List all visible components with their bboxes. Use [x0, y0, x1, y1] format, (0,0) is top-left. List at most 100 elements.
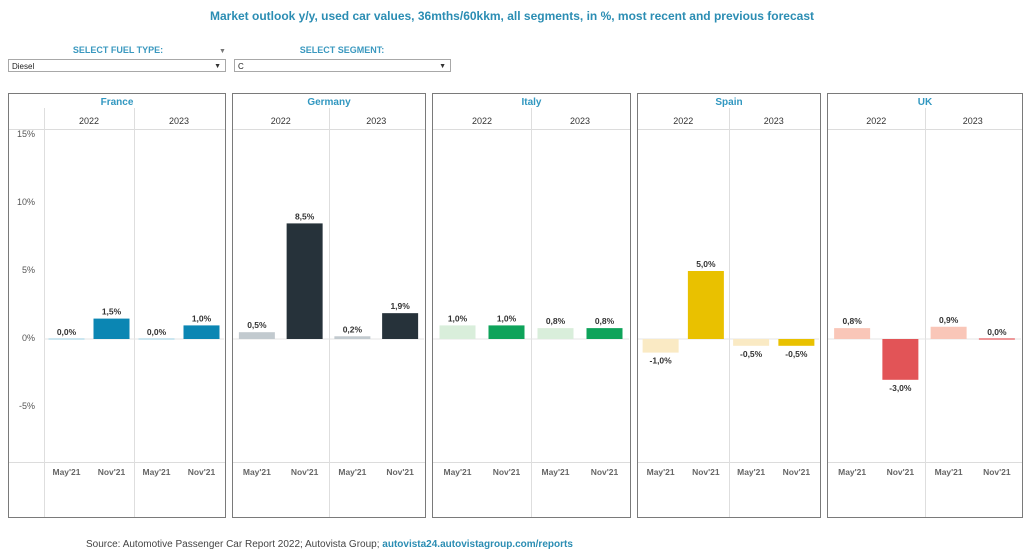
forecast-label: Nov'21 — [590, 467, 619, 477]
data-label: 1,9% — [390, 301, 410, 311]
bar-uk-2023-may21 — [930, 326, 967, 339]
panel-title: Italy — [521, 97, 542, 108]
forecast-label: May'21 — [142, 467, 171, 477]
forecast-label: Nov'21 — [692, 467, 720, 477]
panel-germany: Germany 2022 May'21 Nov'21 2023 May'21 Nov'21 0… — [232, 93, 426, 518]
grid-divider — [328, 108, 330, 517]
y-tick-label: 5% — [21, 265, 35, 275]
segment-select[interactable]: C ▼ — [234, 59, 451, 72]
forecast-label: Nov'21 — [290, 467, 319, 477]
y-tick-label: 10% — [16, 197, 35, 207]
fuel-type-value: Diesel — [12, 62, 35, 71]
data-label: 0,9% — [939, 315, 959, 325]
year-label: 2023 — [569, 116, 591, 126]
year-label: 2023 — [366, 116, 387, 126]
forecast-label: May'21 — [646, 467, 675, 477]
grid-divider — [134, 108, 135, 517]
data-label: -0,5% — [740, 349, 763, 359]
bar-plot: 0,0% 1,5% 0,0% 1,0% — [44, 307, 224, 340]
panel-title: Spain — [715, 97, 743, 108]
bar-spain-2023-nov21 — [778, 339, 815, 346]
source-link[interactable]: autovista24.autovistagroup.com/reports — [382, 539, 573, 550]
forecast-label: Nov'21 — [386, 467, 414, 477]
year-label: 2023 — [962, 116, 983, 126]
data-label: 5,0% — [696, 259, 716, 269]
y-tick-label: -5% — [18, 401, 35, 411]
panel-title: France — [100, 97, 134, 108]
grid-divider — [924, 108, 926, 517]
forecast-label: Nov'21 — [782, 467, 811, 477]
panel-title: Germany — [307, 97, 351, 108]
bar-france-2023-may21 — [138, 338, 175, 340]
forecast-label: May'21 — [338, 467, 367, 477]
fuel-type-label: SELECT FUEL TYPE: — [72, 45, 164, 55]
bar-germany-2023-nov21 — [382, 313, 419, 339]
panel-spain: Spain 2022 May'21 Nov'21 2023 May'21 Nov'21 -1,… — [637, 93, 821, 518]
year-label: 2023 — [763, 116, 784, 126]
grid-divider — [531, 108, 532, 517]
header-divider — [9, 129, 225, 130]
forecast-label: May'21 — [737, 467, 766, 477]
chevron-down-icon: ▼ — [214, 63, 221, 70]
year-label: 2023 — [168, 116, 190, 126]
source-note: Source: Automotive Passenger Car Report … — [86, 539, 573, 550]
bar-italy-2022-may21 — [439, 325, 476, 339]
forecast-label: May'21 — [443, 467, 472, 477]
panel-title: UK — [917, 97, 933, 108]
bar-france-2022-may21 — [48, 338, 85, 340]
axis-divider — [9, 462, 225, 463]
grid-divider — [728, 108, 730, 517]
bar-uk-2022-nov21 — [882, 339, 919, 380]
panel-uk: UK 2022 May'21 Nov'21 2023 May'21 Nov'21 0,8% -3… — [827, 93, 1023, 518]
forecast-label: May'21 — [838, 467, 867, 477]
data-label: -1,0% — [650, 356, 673, 366]
data-label: 0,8% — [595, 316, 615, 326]
data-label: 0,0% — [57, 327, 77, 337]
data-label: 0,8% — [546, 316, 566, 326]
bar-plot: 0,8% -3,0% 0,9% 0,0% — [828, 315, 1021, 393]
data-label: 0,0% — [147, 327, 167, 337]
bar-italy-2023-may21 — [537, 328, 574, 339]
panel-france: France 15% 10% 5% 0% -5% 2022 May'21 Nov'21 2023 M… — [8, 93, 226, 518]
data-label: 1,0% — [192, 313, 212, 323]
forecast-label: May'21 — [242, 467, 271, 477]
segment-label: SELECT SEGMENT: — [299, 45, 385, 55]
forecast-label: Nov'21 — [187, 467, 216, 477]
bar-spain-2022-nov21 — [687, 271, 724, 339]
bar-italy-2023-nov21 — [586, 328, 623, 339]
bar-uk-2023-nov21 — [978, 338, 1015, 340]
data-label: 0,8% — [842, 316, 862, 326]
y-tick-label: 15% — [16, 129, 35, 139]
data-label: 1,0% — [497, 313, 517, 323]
panel-italy: Italy 2022 May'21 Nov'21 2023 May'21 Nov'21 1,0… — [432, 93, 631, 518]
forecast-label: Nov'21 — [97, 467, 126, 477]
data-label: 0,2% — [343, 324, 363, 334]
data-label: 8,5% — [295, 211, 315, 221]
forecast-label: Nov'21 — [886, 467, 915, 477]
bar-plot: -1,0% 5,0% -0,5% -0,5% — [638, 259, 819, 366]
forecast-label: Nov'21 — [983, 467, 1011, 477]
data-label: 0,0% — [987, 327, 1007, 337]
bar-germany-2022-may21 — [238, 332, 275, 339]
forecast-label: May'21 — [52, 467, 81, 477]
data-label: -0,5% — [785, 349, 808, 359]
bar-france-2022-nov21 — [93, 318, 130, 339]
bar-plot: 0,5% 8,5% 0,2% 1,9% — [233, 211, 424, 340]
chart-title: Market outlook y/y, used car values, 36m… — [209, 9, 814, 23]
forecast-label: May'21 — [541, 467, 570, 477]
forecast-label: Nov'21 — [492, 467, 521, 477]
bar-spain-2023-may21 — [733, 339, 770, 346]
year-label: 2022 — [270, 116, 291, 126]
year-label: 2022 — [866, 116, 887, 126]
y-tick-label: 0% — [21, 333, 35, 343]
bar-italy-2022-nov21 — [488, 325, 525, 339]
data-label: -3,0% — [889, 383, 912, 393]
bar-spain-2022-may21 — [642, 339, 679, 353]
data-label: 1,5% — [102, 307, 122, 317]
bar-germany-2023-may21 — [334, 336, 371, 339]
fuel-type-menu-icon[interactable]: ▼ — [219, 48, 226, 55]
year-label: 2022 — [673, 116, 694, 126]
year-label: 2022 — [471, 116, 493, 126]
fuel-type-select[interactable]: Diesel ▼ — [8, 59, 226, 72]
source-text: Source: Automotive Passenger Car Report … — [86, 539, 383, 550]
